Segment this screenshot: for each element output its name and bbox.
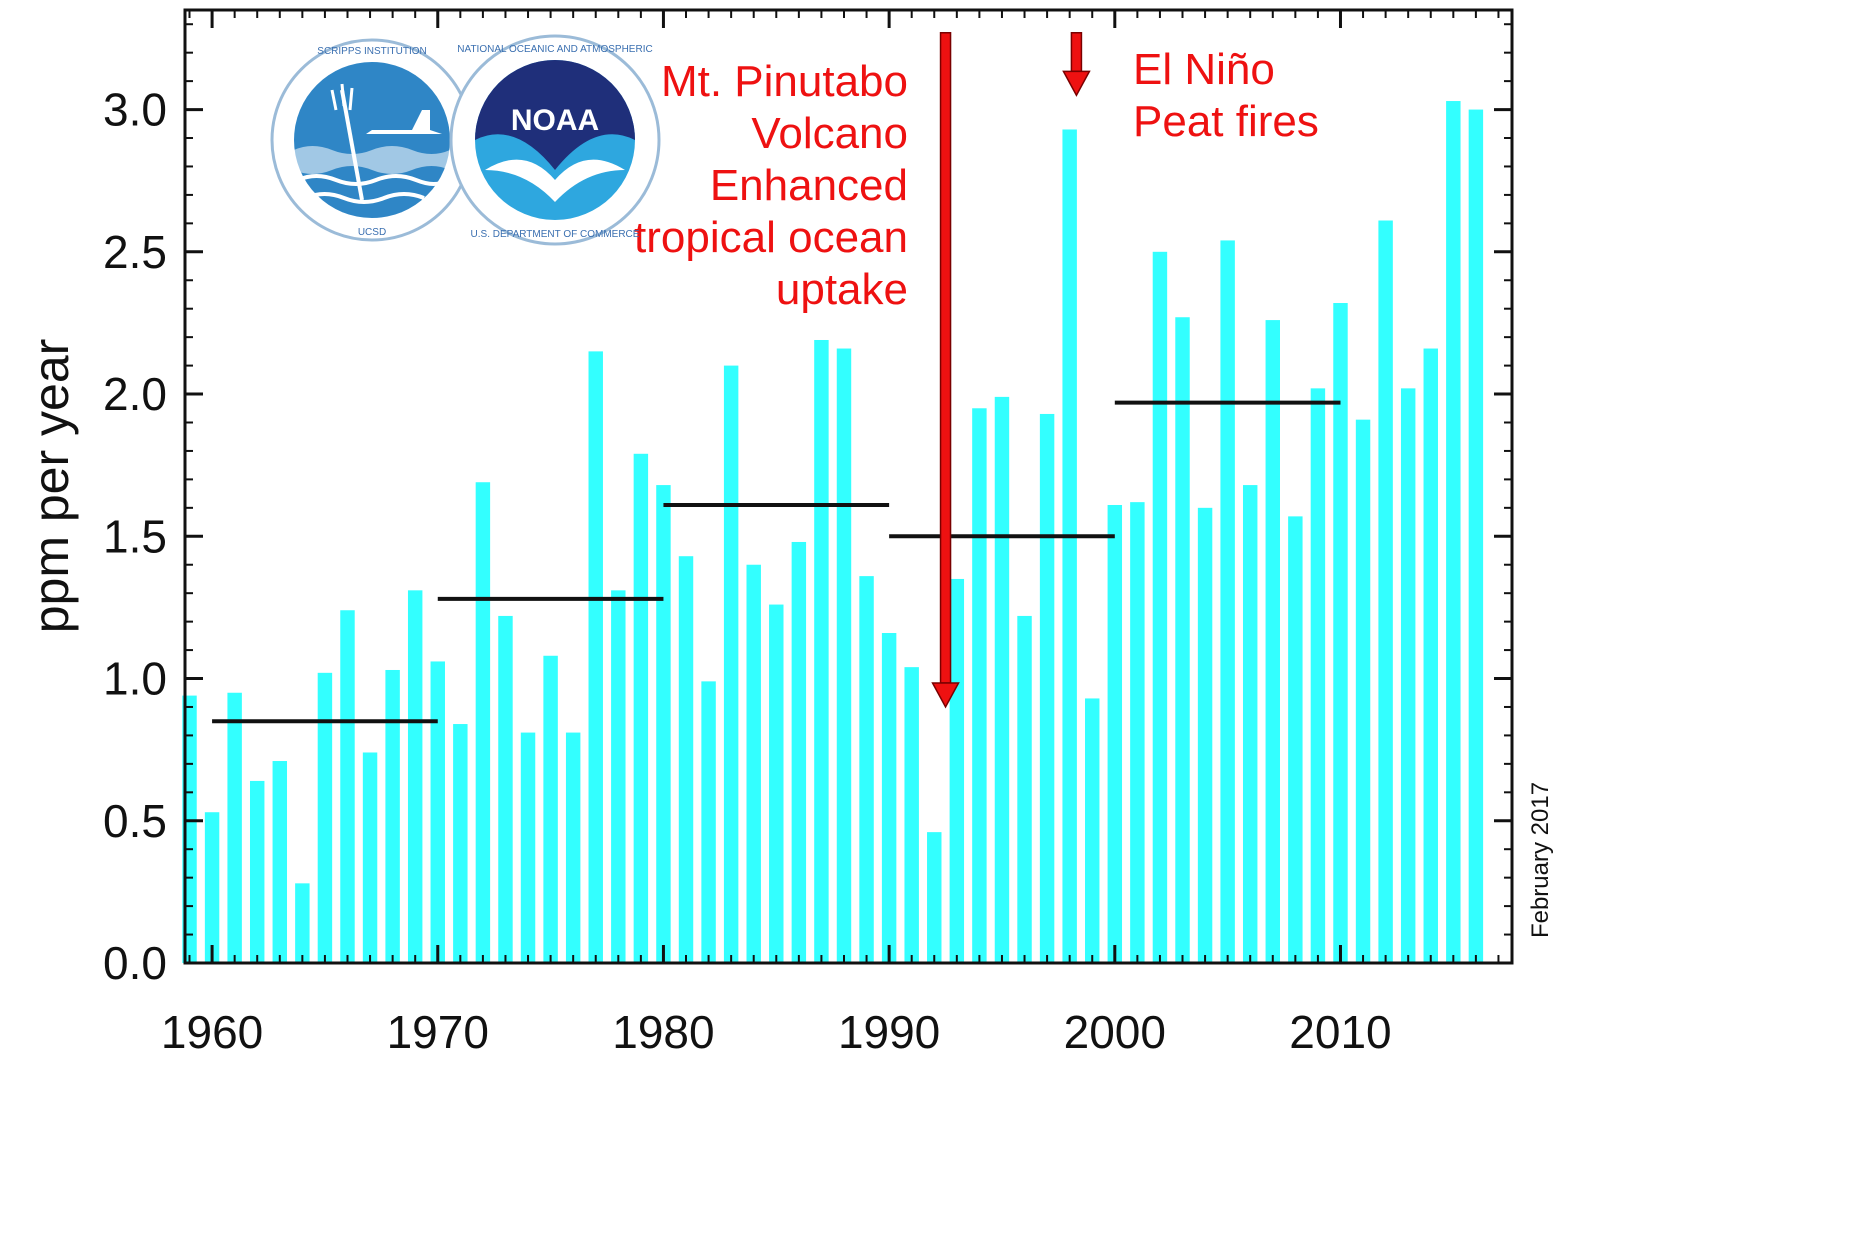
y-tick-label: 0.5 [103, 795, 167, 847]
bar-1964 [295, 883, 310, 963]
y-tick-label: 1.5 [103, 510, 167, 562]
annotation-text-line: Mt. Pinutabo [661, 57, 908, 106]
bar-1989 [859, 576, 874, 963]
bar-1963 [272, 761, 288, 963]
noaa-logo: NOAA NATIONAL OCEANIC AND ATMOSPHERIC U.… [449, 34, 661, 246]
bar-2009 [1310, 388, 1326, 963]
ticks-group: 0.0 0.5 1.0 1.5 2.0 2.5 3.0 1960 1970 1980 1990 200… [103, 10, 1512, 1058]
x-tick-label: 1960 [161, 1006, 263, 1058]
svg-text:SCRIPPS INSTITUTION: SCRIPPS INSTITUTION [317, 46, 426, 57]
bar-1967 [362, 752, 378, 963]
bar-2007 [1265, 320, 1281, 964]
bar-1986 [791, 541, 807, 963]
bar-2005 [1220, 240, 1235, 963]
x-tick-label: 1980 [612, 1006, 714, 1058]
svg-text:NATIONAL OCEANIC AND ATMOSPHER: NATIONAL OCEANIC AND ATMOSPHERIC [457, 44, 652, 55]
bar-2008 [1288, 516, 1303, 963]
y-tick-label: 2.5 [103, 226, 167, 278]
annotation-text-line: tropical ocean [634, 213, 908, 262]
y-tick-label: 2.0 [103, 368, 167, 420]
svg-text:UCSD: UCSD [358, 227, 386, 238]
bar-1983 [723, 365, 739, 963]
annotation-arrow-shaft [1070, 32, 1083, 73]
svg-text:U.S. DEPARTMENT OF COMMERCE: U.S. DEPARTMENT OF COMMERCE [471, 229, 640, 240]
bar-1991 [904, 667, 919, 963]
annotation-arrow-head [931, 682, 960, 709]
bar-1974 [520, 732, 536, 963]
plot-frame [183, 8, 1514, 965]
bar-1995 [994, 396, 1010, 964]
bar-2000 [1107, 504, 1123, 963]
bar-2004 [1197, 507, 1213, 963]
bar-1976 [565, 732, 581, 963]
bar-2006 [1242, 485, 1258, 963]
bar-1980 [656, 485, 671, 963]
y-tick-label: 1.0 [103, 653, 167, 705]
bar-1996 [1017, 615, 1032, 963]
bar-1979 [633, 453, 649, 963]
bar-2003 [1175, 317, 1190, 963]
x-tick-label: 1990 [838, 1006, 940, 1058]
bar-1982 [701, 681, 716, 963]
bar-2013 [1400, 388, 1416, 963]
bar-1992 [927, 832, 942, 963]
annotation-text-line: uptake [776, 265, 908, 314]
x-tick-label: 2000 [1064, 1006, 1166, 1058]
scripps-logo: SCRIPPS INSTITUTION UCSD [270, 38, 474, 242]
bar-1971 [453, 724, 468, 963]
bar-1975 [543, 655, 558, 963]
bar-1966 [340, 610, 355, 963]
bar-1961 [227, 692, 242, 963]
x-tick-label: 1970 [387, 1006, 489, 1058]
annotation-text-line: Peat fires [1133, 97, 1319, 146]
bar-1968 [385, 669, 400, 963]
y-tick-label: 0.0 [103, 937, 167, 989]
annotation-arrow-shaft [939, 32, 952, 684]
bar-2010 [1333, 303, 1348, 963]
bar-2014 [1423, 348, 1438, 964]
bar-2016 [1468, 109, 1484, 964]
bar-1993 [949, 578, 965, 963]
bar-1970 [430, 661, 445, 963]
bar-2015 [1446, 101, 1461, 963]
bar-1962 [249, 780, 265, 963]
axes-group: ppm per year February 2017 [23, 8, 1554, 965]
bar-1960 [204, 812, 220, 963]
bar-1985 [769, 604, 784, 963]
bar-2002 [1152, 251, 1168, 963]
bar-2012 [1378, 220, 1393, 963]
bar-1994 [972, 408, 987, 963]
bar-1977 [588, 351, 603, 963]
annotation-text-line: Volcano [751, 109, 908, 158]
decadal-means-group [212, 400, 1341, 724]
bar-1965 [317, 672, 333, 963]
y-axis-label: ppm per year [23, 339, 79, 634]
bars-group [182, 101, 1484, 964]
bar-1969 [407, 590, 423, 963]
annotation-text-line: El Niño [1133, 45, 1275, 94]
annotation-arrow-head [1062, 70, 1091, 97]
bar-1988 [836, 348, 852, 964]
bar-1973 [498, 615, 513, 963]
bar-1999 [1085, 698, 1100, 963]
y-tick-label: 3.0 [103, 84, 167, 136]
bar-1978 [611, 590, 626, 963]
bar-1972 [475, 482, 491, 963]
bar-2011 [1355, 419, 1371, 963]
bar-2001 [1130, 502, 1145, 963]
bar-1984 [746, 564, 761, 963]
bar-1987 [814, 339, 829, 963]
side-note: February 2017 [1527, 782, 1554, 938]
bar-1981 [678, 556, 694, 963]
x-tick-label: 2010 [1289, 1006, 1391, 1058]
annotation-text-line: Enhanced [710, 161, 908, 210]
svg-text:NOAA: NOAA [511, 104, 599, 137]
bar-1998 [1062, 129, 1077, 963]
bar-1990 [881, 633, 897, 963]
bar-1997 [1039, 413, 1055, 963]
